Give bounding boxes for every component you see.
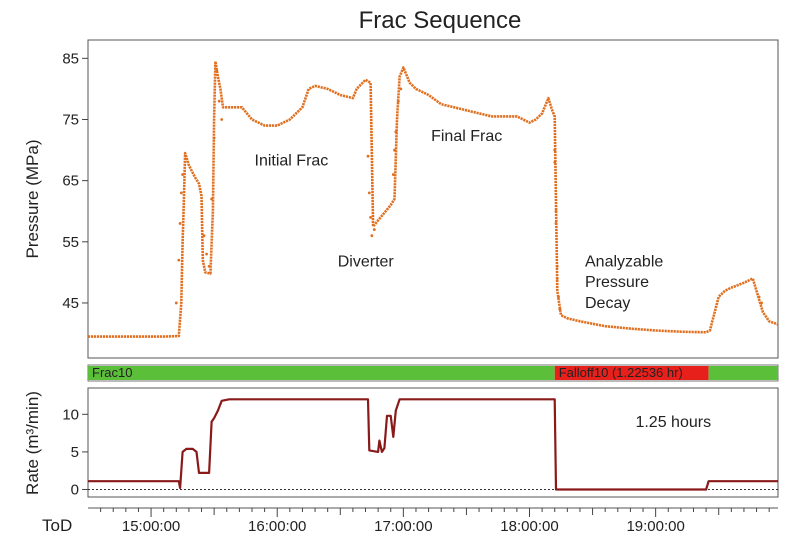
pressure-data-point <box>178 222 182 225</box>
pressure-y-tick-label: 75 <box>62 112 79 129</box>
rate-y-tick-label: 10 <box>62 406 79 423</box>
stage-band-segment <box>708 366 778 380</box>
pressure-annotation: Pressure <box>585 274 649 291</box>
stage-band-label: Frac10 <box>92 365 132 380</box>
pressure-data-point <box>217 99 221 103</box>
pressure-y-tick-label: 45 <box>62 295 79 312</box>
pressure-data-point <box>369 215 372 219</box>
pressure-y-tick-label: 85 <box>62 50 79 67</box>
x-tick-label: 18:00:00 <box>500 518 558 535</box>
pressure-plot-frame <box>87 39 779 359</box>
pressure-annotation: Analyzable <box>585 253 663 270</box>
pressure-data-point <box>367 191 371 195</box>
pressure-series-line <box>88 60 779 338</box>
pressure-data-point <box>177 258 181 262</box>
rate-y-axis-label: Rate (m³/min) <box>23 391 42 495</box>
rate-y-tick-label: 5 <box>71 444 79 461</box>
pressure-annotation: Diverter <box>338 253 395 270</box>
pressure-data-point <box>205 252 208 256</box>
stage-band-segment <box>554 366 709 380</box>
stage-band-label: Falloff10 (1.22536 hr) <box>559 365 683 380</box>
pressure-panel: Pressure (MPa) 45 55 65 75 85 Initial Frac Di… <box>23 39 779 359</box>
pressure-annotation: Final Frac <box>431 128 502 145</box>
pressure-data-point <box>370 234 374 238</box>
pressure-data-point <box>366 154 370 158</box>
pressure-data-point <box>174 301 178 305</box>
pressure-y-tick-label: 55 <box>62 234 79 251</box>
pressure-data-point <box>372 228 376 231</box>
pressure-y-axis-label: Pressure (MPa) <box>23 139 42 258</box>
x-tick-label: 19:00:00 <box>626 518 684 535</box>
pressure-annotation: Decay <box>585 295 630 312</box>
x-tick-label: 17:00:00 <box>374 518 432 535</box>
pressure-data-point <box>220 118 224 121</box>
rate-annotation: 1.25 hours <box>635 414 711 431</box>
x-axis: ToD 15:00:00 16:00:00 17:00:00 18:00:00 19:0… <box>42 507 778 535</box>
pressure-y-tick-label: 65 <box>62 173 79 190</box>
chart-title: Frac Sequence <box>359 7 522 34</box>
rate-plot-frame <box>87 387 779 498</box>
stage-band: Frac10 Falloff10 (1.22536 hr) <box>87 364 779 382</box>
x-axis-label: ToD <box>42 516 72 535</box>
x-tick-label: 15:00:00 <box>122 518 180 535</box>
rate-panel: Rate (m³/min) 0 5 10 1.25 hours <box>23 387 779 498</box>
pressure-annotation: Initial Frac <box>255 152 329 169</box>
rate-series-line <box>88 398 778 491</box>
x-tick-label: 16:00:00 <box>248 518 306 535</box>
rate-y-tick-label: 0 <box>71 481 79 498</box>
pressure-data-point <box>179 191 183 195</box>
stage-band-segment <box>88 366 555 380</box>
